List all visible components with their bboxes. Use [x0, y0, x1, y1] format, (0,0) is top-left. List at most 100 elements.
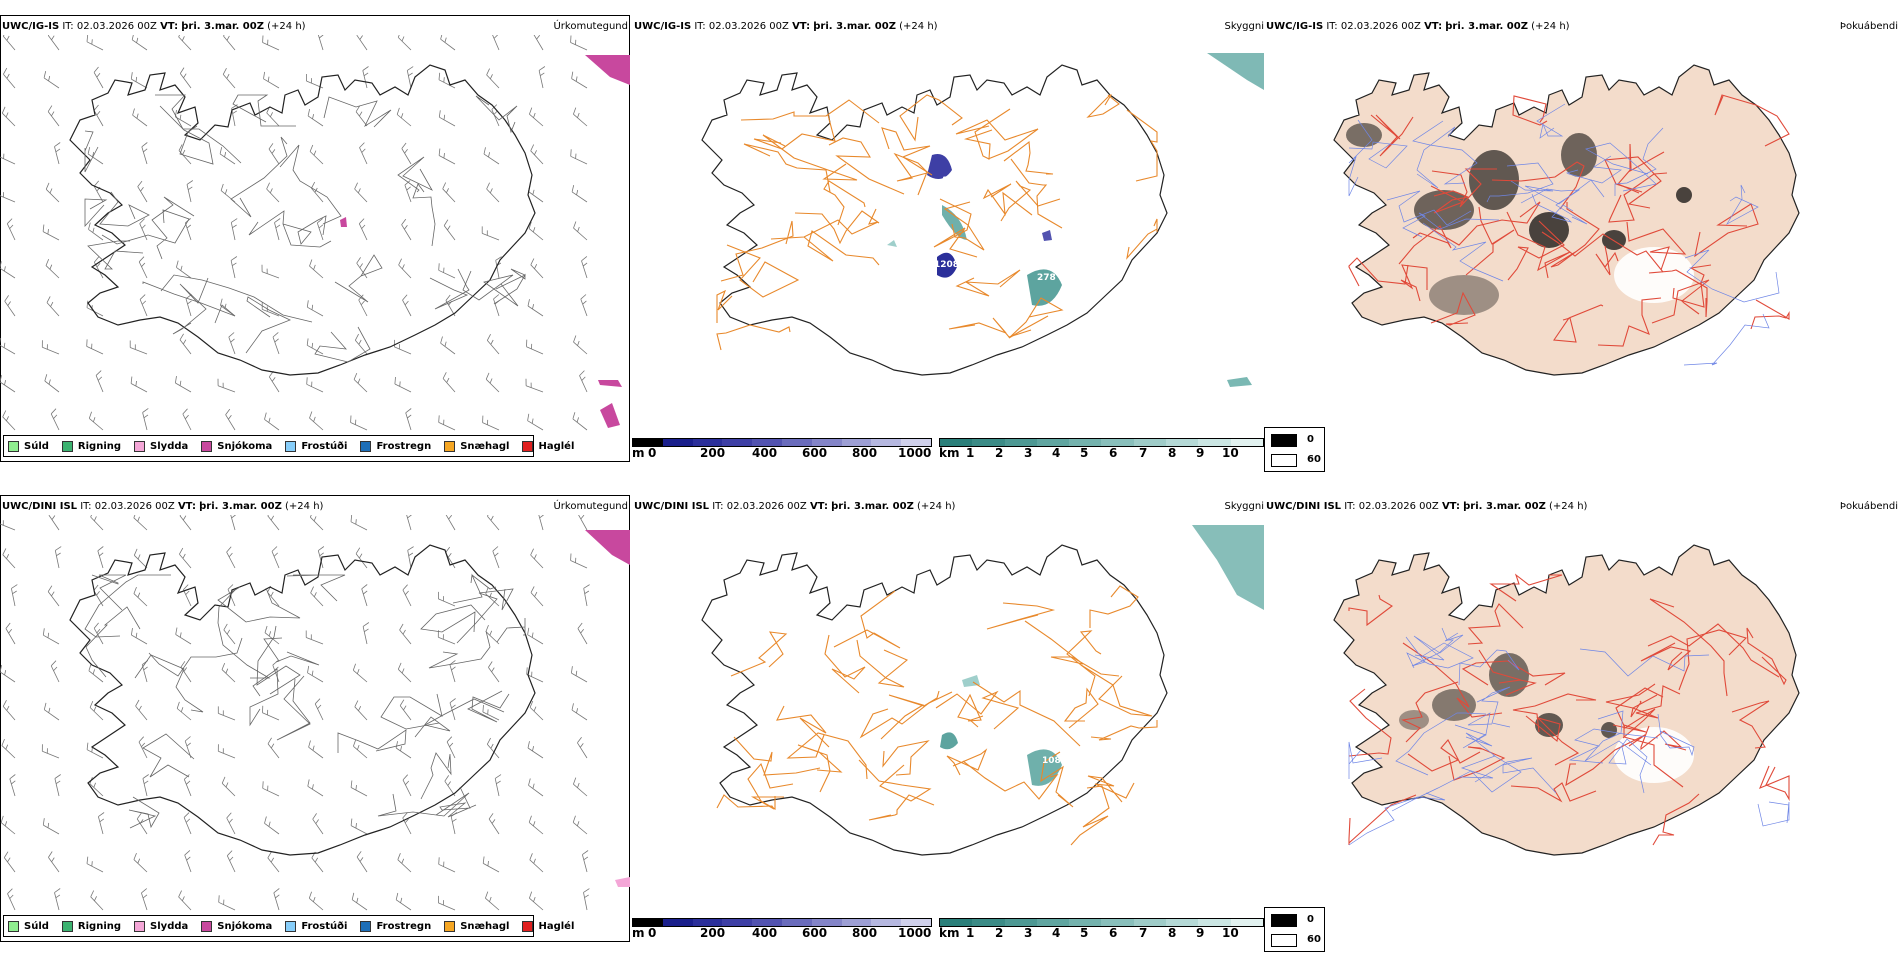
fog-index-panel: UWC/DINI ISL IT: 02.03.2026 00Z VT: þri.…	[1264, 495, 1900, 942]
swatch	[8, 920, 19, 932]
wind-barb	[1, 738, 16, 759]
wind-barb	[397, 35, 412, 51]
wind-barb	[310, 586, 324, 607]
map-line	[880, 690, 940, 740]
wind-barb	[530, 548, 544, 569]
wind-barb	[526, 667, 544, 683]
colorbar-step	[1166, 919, 1199, 926]
colorbar-tick: 1000	[898, 926, 932, 940]
colorbar-step	[1101, 919, 1134, 926]
map-line	[475, 95, 518, 134]
colorbar-step	[1166, 439, 1199, 446]
map-line	[935, 690, 1020, 730]
map-line	[1405, 627, 1454, 667]
wind-barb	[54, 774, 61, 797]
map-line	[1070, 785, 1110, 846]
wind-barb	[93, 622, 104, 645]
legend-item-snow: Snjókoma	[201, 440, 272, 452]
map-line	[142, 281, 236, 324]
map-line	[377, 792, 470, 817]
map-line	[1615, 687, 1664, 739]
map-line	[882, 740, 930, 776]
map-line	[248, 210, 332, 248]
map-value-label: 278	[1037, 273, 1056, 283]
swatch	[522, 920, 534, 932]
map-value-label: 97	[1052, 228, 1065, 238]
wind-barb	[271, 546, 280, 569]
wind-barb	[274, 218, 281, 241]
wind-barb	[482, 856, 500, 873]
wind-barb	[530, 144, 544, 165]
wind-barb	[272, 332, 280, 355]
colorbar-tick: 4	[1052, 446, 1061, 460]
wind-barbs	[0, 35, 588, 431]
swatch	[8, 440, 19, 452]
wind-barb	[571, 71, 588, 89]
legend-item-sleet: Slydda	[134, 920, 188, 932]
wind-barb	[438, 148, 456, 165]
map-line	[1714, 94, 1790, 147]
map-line	[747, 762, 794, 810]
init-time: 02.03.2026 00Z	[708, 21, 789, 32]
fog-swatch-white	[1271, 454, 1297, 467]
lead-time: (+24 h)	[285, 501, 324, 512]
map-line	[134, 654, 204, 713]
wind-barb	[530, 258, 544, 279]
map-line	[858, 759, 932, 802]
wind-barb	[573, 107, 588, 127]
legend-item-freezing-drizzle: Frostúði	[285, 440, 347, 452]
colorbar-step	[1069, 439, 1102, 446]
panel-frame	[0, 15, 630, 462]
wind-barb	[86, 339, 104, 355]
wind-barb	[485, 372, 500, 393]
wind-barb	[449, 698, 456, 721]
swatch	[134, 920, 146, 932]
cloud-base-patches	[927, 154, 1052, 278]
model-name: UWC/DINI ISL	[1266, 501, 1342, 512]
map-line	[1402, 642, 1503, 718]
roads	[1348, 94, 1790, 347]
wind-barb	[444, 775, 456, 797]
wind-barb	[311, 851, 324, 873]
map-line	[142, 733, 195, 778]
colorbar-tick: 8	[1168, 446, 1177, 460]
colorbar-tick: 7	[1139, 446, 1148, 460]
colorbar-step	[722, 919, 753, 926]
map-line	[982, 183, 1033, 217]
wind-barb	[440, 35, 456, 51]
wind-barb	[438, 110, 456, 127]
map-line	[172, 277, 209, 335]
legend-item-snow: Snjókoma	[201, 920, 272, 932]
map-line	[84, 574, 171, 638]
wind-barb	[97, 546, 104, 569]
map-line	[972, 681, 1081, 747]
wind-barb	[264, 816, 280, 835]
wind-barb	[528, 815, 544, 835]
wind-barb	[437, 630, 456, 645]
valid-time: þri. 3.mar. 00Z	[1463, 501, 1546, 512]
wind-barb	[45, 182, 60, 203]
fog-index-map	[1333, 544, 1800, 856]
product-name: Skyggni	[1224, 21, 1264, 32]
map-line	[823, 180, 866, 226]
model-name: UWC/DINI ISL	[2, 501, 78, 512]
map-line	[1512, 95, 1548, 126]
wind-barb	[3, 67, 16, 89]
colorbar-tick: 800	[852, 926, 878, 940]
wind-barb	[306, 338, 324, 355]
wind-barb	[11, 584, 18, 607]
map-line	[740, 99, 880, 124]
wind-barb	[402, 774, 412, 797]
legend-item-rain: Rigning	[61, 920, 121, 932]
wind-barb	[525, 378, 544, 393]
map-line	[1400, 264, 1428, 302]
map-line	[1684, 249, 1780, 303]
wind-barb	[47, 585, 60, 607]
map-line	[868, 794, 935, 821]
init-time: 02.03.2026 00Z	[94, 501, 175, 512]
legend-item-drizzle: Súld	[8, 920, 49, 932]
map-line	[151, 196, 195, 260]
wind-barb	[398, 258, 412, 279]
legend-item-drizzle: Súld	[8, 440, 49, 452]
colorbar-tick: 6	[1109, 926, 1118, 940]
